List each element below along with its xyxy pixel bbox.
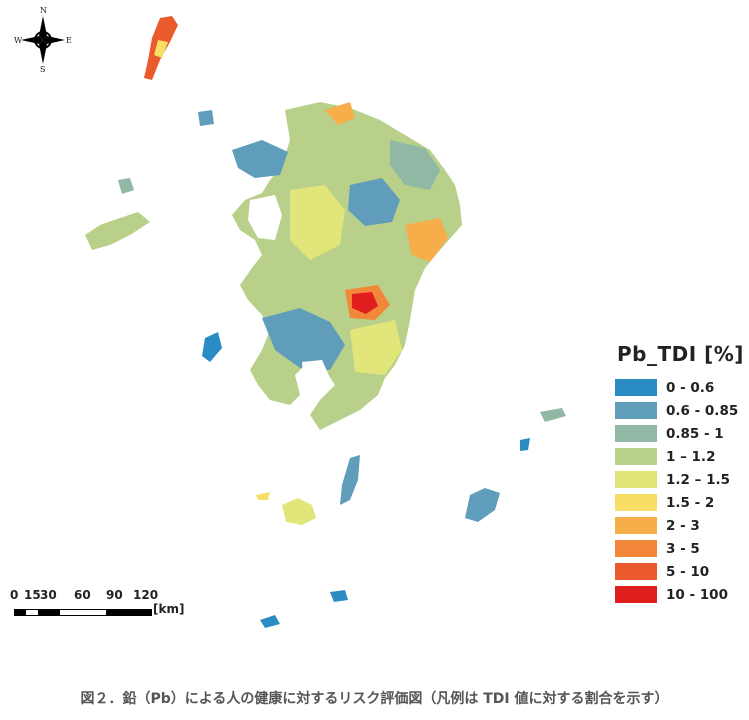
compass-s: S: [40, 65, 46, 74]
island-koshiki: [202, 332, 222, 362]
legend-label: 0 - 0.6: [666, 379, 715, 396]
region-yellow-south: [350, 320, 402, 375]
legend-label: 2 - 3: [666, 517, 700, 534]
island-iki: [198, 110, 214, 126]
region-teal-east: [390, 140, 440, 190]
island-yakushima: [282, 498, 316, 525]
island-tokunoshima: [520, 438, 530, 451]
scale-tick-0: 0: [10, 588, 19, 602]
legend-swatch: [615, 402, 657, 419]
region-yellow-west: [290, 185, 345, 260]
region-red-hotspot: [352, 292, 378, 314]
scale-tick-30: 30: [40, 588, 57, 602]
legend-label: 0.85 - 1: [666, 425, 724, 442]
island-south-1: [260, 615, 280, 628]
legend-swatch: [615, 448, 657, 465]
region-blue-north: [232, 140, 288, 178]
legend-item: 5 - 10: [615, 560, 745, 583]
region-blue-center: [348, 178, 400, 226]
legend-swatch: [615, 517, 657, 534]
legend-swatch: [615, 494, 657, 511]
legend-item: 2 - 3: [615, 514, 745, 537]
compass-rose-icon: [21, 16, 65, 64]
figure-caption: 図２．鉛（Pb）による人の健康に対するリスク評価図（凡例は TDI 値に対する割…: [80, 691, 669, 707]
island-south-3: [256, 492, 270, 500]
legend-item: 1.2 – 1.5: [615, 468, 745, 491]
legend-item: 1.5 - 2: [615, 491, 745, 514]
region-blue-south: [262, 308, 345, 370]
scale-bar-graphic: [14, 609, 152, 616]
scale-unit: [km]: [153, 602, 185, 616]
legend-title: Pb_TDI [%]: [617, 342, 744, 366]
scale-tick-60: 60: [74, 588, 91, 602]
scale-tick-120: 120: [133, 588, 159, 602]
scale-tick-90: 90: [106, 588, 123, 602]
compass-w: W: [14, 36, 23, 45]
legend-item: 0.85 - 1: [615, 422, 745, 445]
legend-label: 1.5 - 2: [666, 494, 715, 511]
legend-item: 10 - 100: [615, 583, 745, 606]
scale-bar: 0 15 30 60 90 120 [km]: [10, 588, 200, 628]
islands-goto: [85, 212, 150, 250]
legend-item: 1 – 1.2: [615, 445, 745, 468]
legend: Pb_TDI [%] 0 - 0.6 0.6 - 0.85 0.85 - 1 1 – …: [615, 342, 745, 606]
region-orange-east: [405, 218, 448, 262]
island-tanegashima: [340, 455, 360, 505]
compass: N S W E: [14, 6, 72, 74]
island-south-2: [330, 590, 348, 602]
legend-swatch: [615, 540, 657, 557]
legend-swatch: [615, 471, 657, 488]
legend-label: 3 - 5: [666, 540, 700, 557]
region-orange-north: [325, 102, 355, 125]
bay-ariake: [248, 195, 282, 240]
compass-n: N: [40, 6, 47, 15]
legend-label: 5 - 10: [666, 563, 710, 580]
compass-e: E: [66, 36, 72, 45]
legend-swatch: [615, 563, 657, 580]
islands-goto-2: [118, 178, 134, 194]
legend-swatch: [615, 425, 657, 442]
scale-tick-15: 15: [24, 588, 41, 602]
island-amami: [465, 488, 500, 522]
legend-label: 10 - 100: [666, 586, 728, 603]
bay-kagoshima: [302, 360, 330, 398]
legend-item: 0 - 0.6: [615, 376, 745, 399]
legend-swatch: [615, 379, 657, 396]
legend-swatch: [615, 586, 657, 603]
legend-label: 1.2 – 1.5: [666, 471, 730, 488]
legend-item: 0.6 - 0.85: [615, 399, 745, 422]
legend-item: 3 - 5: [615, 537, 745, 560]
island-kikai: [540, 408, 566, 422]
island-tsushima-yellow: [154, 40, 168, 58]
legend-label: 0.6 - 0.85: [666, 402, 739, 419]
legend-label: 1 – 1.2: [666, 448, 716, 465]
legend-rows: 0 - 0.6 0.6 - 0.85 0.85 - 1 1 – 1.2 1.2 – 1.…: [615, 376, 745, 606]
